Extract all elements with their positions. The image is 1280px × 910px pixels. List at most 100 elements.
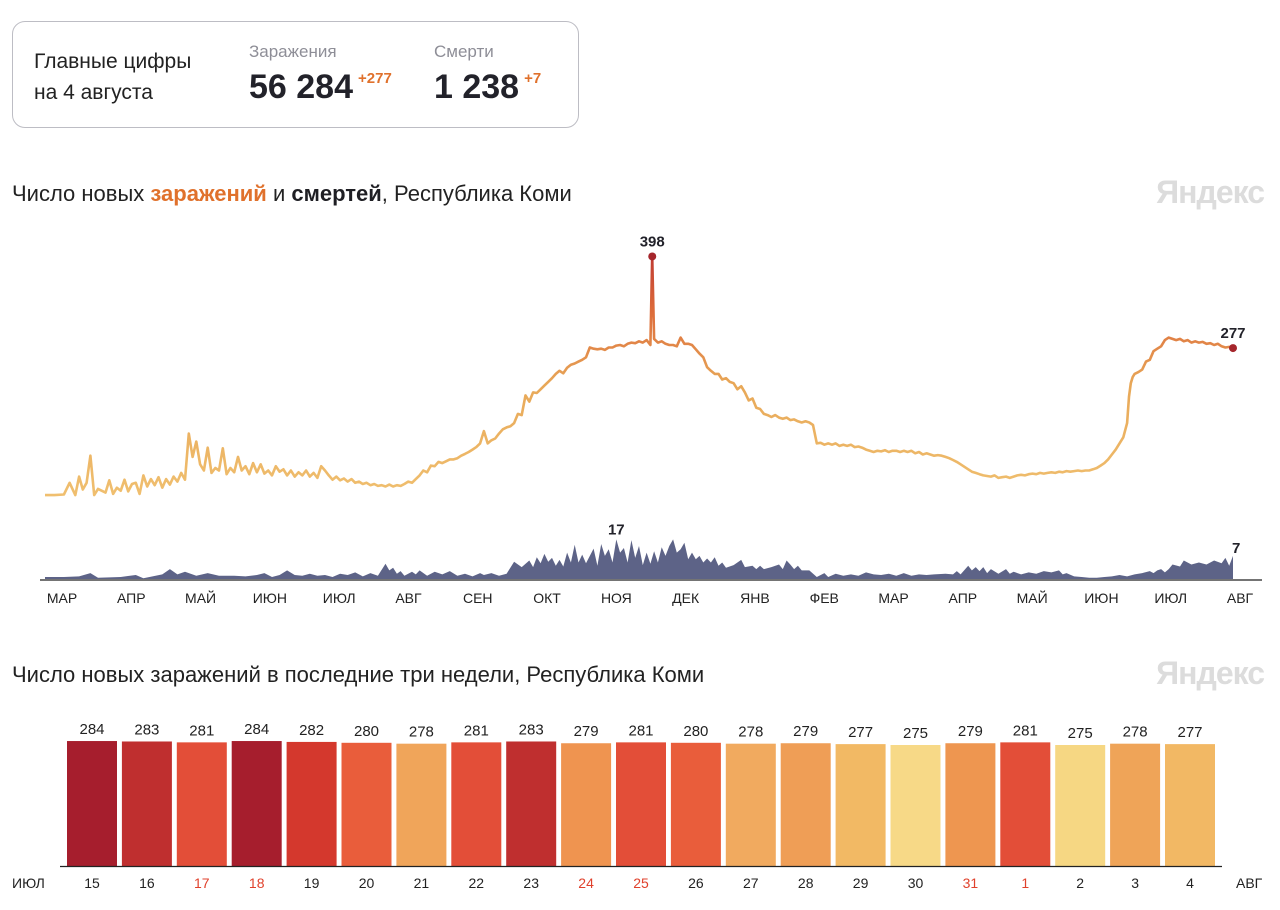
bar-value-label: 279 — [958, 723, 983, 740]
month-tick-label: НОЯ — [601, 590, 632, 606]
bar-value-label: 278 — [738, 724, 763, 741]
deaths-layer: 17 7 — [45, 521, 1240, 579]
month-tick-label: ОКТ — [533, 590, 561, 606]
infections-label: Заражения — [249, 42, 337, 61]
infections-peak-label: 398 — [640, 233, 665, 250]
main-title-infections: заражений — [150, 181, 267, 206]
bar-value-label: 284 — [79, 721, 104, 738]
bar-value-label: 275 — [1068, 725, 1093, 742]
infections-last-dot — [1229, 344, 1237, 353]
deaths-label: Смерти — [434, 42, 494, 61]
deaths-total: 1 238 — [434, 68, 520, 106]
day-tick-label: 22 — [469, 875, 485, 891]
infections-layer: 398 277 — [45, 233, 1246, 497]
yandex-logo-1: Яндекс — [1156, 174, 1265, 210]
infections-last-label: 277 — [1220, 325, 1245, 342]
infections-total: 56 284 — [249, 68, 353, 106]
bar-value-label: 280 — [354, 723, 379, 740]
bar — [506, 741, 557, 866]
day-tick-label: 30 — [908, 875, 924, 891]
bar-chart-title: Число новых заражений в последние три не… — [12, 662, 705, 687]
month-tick-label: МАР — [47, 590, 77, 606]
deaths-delta: +7 — [524, 70, 542, 87]
month-tick-label: АВГ — [1227, 590, 1254, 606]
month-tick-label: АПР — [117, 590, 146, 606]
day-tick-label: 19 — [304, 875, 320, 891]
bar — [1165, 744, 1215, 866]
day-tick-label: 27 — [743, 875, 759, 891]
month-tick-label: ФЕВ — [810, 590, 839, 606]
bar — [1000, 742, 1051, 866]
bar-value-label: 281 — [1013, 722, 1038, 739]
month-tick-label: ИЮН — [1084, 590, 1118, 606]
bar — [561, 743, 612, 866]
bars-layer: 2841528316281172841828219280202782128122… — [12, 721, 1263, 891]
main-title-part-3: и — [266, 181, 292, 206]
infections-line — [45, 255, 1234, 497]
deaths-area — [45, 539, 1233, 579]
deaths-metric: Смерти 1 238 +7 — [434, 42, 541, 107]
bar — [451, 742, 502, 866]
month-tick-label: ИЮЛ — [1154, 590, 1187, 606]
bar — [1055, 745, 1106, 866]
bar-value-label: 281 — [189, 722, 214, 739]
bar-value-label: 278 — [1123, 724, 1148, 741]
infections-peak-dot — [648, 252, 657, 261]
bar — [67, 741, 117, 866]
bar — [286, 741, 337, 866]
yandex-logo-2: Яндекс — [1156, 655, 1265, 691]
day-tick-label: 25 — [633, 875, 649, 891]
bar — [780, 743, 831, 866]
month-tick-label: СЕН — [463, 590, 493, 606]
summary-card: Главные цифры на 4 августа Заражения 56 … — [12, 21, 579, 128]
day-tick-label: 31 — [963, 875, 979, 891]
summary-title-line2: на 4 августа — [34, 81, 153, 104]
deaths-value: 1 238 +7 — [434, 68, 541, 107]
infections-delta: +277 — [358, 70, 392, 87]
summary-title-line1: Главные цифры — [34, 50, 192, 73]
month-tick-label: ЯНВ — [740, 590, 770, 606]
bar — [231, 741, 282, 866]
bar — [1110, 743, 1161, 866]
bar — [670, 742, 721, 866]
month-tick-label: АПР — [949, 590, 978, 606]
summary-title: Главные цифры на 4 августа — [34, 46, 191, 108]
month-end-label: АВГ — [1236, 875, 1263, 891]
month-tick-label: АВГ — [395, 590, 422, 606]
day-tick-label: 26 — [688, 875, 704, 891]
day-tick-label: 15 — [84, 875, 100, 891]
bar-value-label: 279 — [574, 723, 599, 740]
day-tick-label: 4 — [1186, 875, 1194, 891]
three-weeks-bar-chart: 2841528316281172841828219280202782128122… — [12, 721, 1263, 891]
deaths-peak-label: 17 — [608, 521, 625, 538]
month-tick-label: ИЮЛ — [323, 590, 356, 606]
month-tick-label: МАЙ — [1017, 589, 1048, 606]
bar-value-label: 282 — [299, 722, 324, 739]
bar — [945, 743, 996, 866]
main-title-region: , Республика Коми — [381, 181, 572, 206]
month-tick-label: МАР — [878, 590, 908, 606]
day-tick-label: 23 — [523, 875, 539, 891]
month-tick-label: МАЙ — [185, 589, 216, 606]
day-tick-label: 29 — [853, 875, 869, 891]
bar — [835, 744, 886, 866]
bar-value-label: 279 — [793, 723, 818, 740]
day-tick-label: 16 — [139, 875, 155, 891]
main-title-part-1: Число новых — [12, 181, 151, 206]
bar — [890, 745, 941, 866]
bar-value-label: 283 — [134, 721, 159, 738]
bar-value-label: 281 — [628, 722, 653, 739]
bar — [616, 742, 666, 866]
day-tick-label: 1 — [1021, 875, 1029, 891]
bar — [341, 742, 392, 866]
bar-value-label: 284 — [244, 721, 269, 738]
bar — [725, 743, 776, 866]
day-tick-label: 17 — [194, 875, 210, 891]
day-tick-label: 2 — [1076, 875, 1084, 891]
main-chart-title: Число новых заражений и смертей, Республ… — [12, 181, 572, 207]
bar — [121, 741, 172, 866]
bar-value-label: 280 — [683, 723, 708, 740]
infections-value: 56 284 +277 — [249, 68, 392, 107]
month-start-label: ИЮЛ — [12, 875, 45, 891]
bar — [176, 742, 227, 866]
